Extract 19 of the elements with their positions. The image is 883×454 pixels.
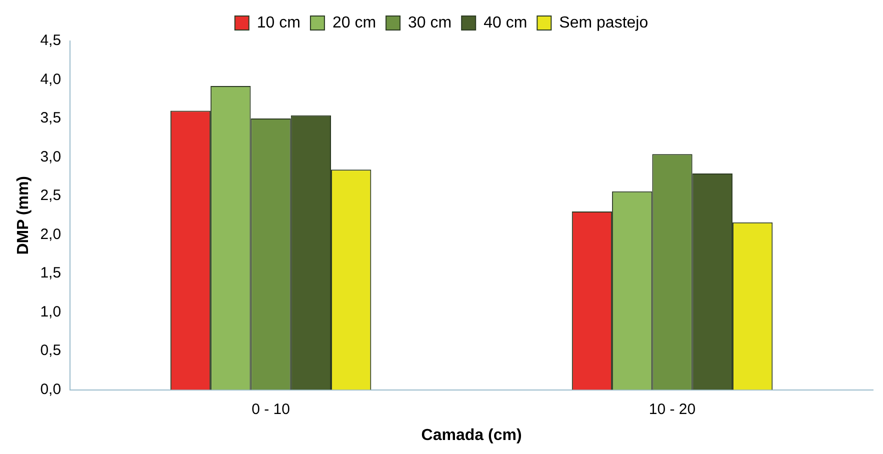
x-axis-title: Camada (cm) — [421, 426, 522, 444]
y-tick-label: 4,0 — [40, 70, 62, 88]
y-tick-label: 1,0 — [40, 303, 62, 320]
y-tick-label: 4,5 — [40, 32, 62, 50]
legend-label: Sem pastejo — [559, 14, 648, 32]
y-tick-label: 1,5 — [40, 264, 62, 282]
x-tick-label: 0 - 10 — [252, 400, 290, 418]
y-tick-label: 3,0 — [40, 148, 62, 166]
legend-label: 10 cm — [256, 14, 300, 32]
y-tick-label: 0,5 — [40, 342, 62, 360]
y-tick-label: 2,5 — [40, 187, 62, 204]
y-tick-label: 3,5 — [40, 110, 62, 127]
legend-label: 40 cm — [484, 14, 528, 32]
legend-label: 30 cm — [408, 14, 452, 32]
legend-label: 20 cm — [332, 14, 376, 32]
y-tick-label: 0,0 — [40, 380, 62, 398]
y-tick-label: 2,0 — [40, 226, 62, 243]
y-axis-title: DMP (mm) — [15, 176, 32, 255]
x-tick-label: 10 - 20 — [648, 400, 696, 418]
